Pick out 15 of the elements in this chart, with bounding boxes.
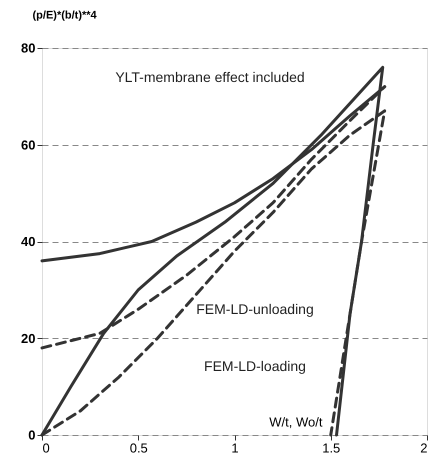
annotation: FEM-LD-unloading	[196, 301, 314, 317]
x-tick-label: 0	[42, 440, 50, 456]
x-axis-title: W/t, Wo/t	[269, 414, 323, 430]
y-tick-label: 60	[21, 137, 36, 152]
annotation: YLT-membrane effect included	[115, 69, 305, 85]
x-tick-label: 0.5	[130, 440, 148, 456]
annotation: FEM-LD-loading	[204, 358, 306, 374]
x-tick-label: 2	[420, 440, 428, 456]
y-tick-label: 40	[21, 234, 36, 249]
x-tick-label: 1	[231, 440, 239, 456]
y-axis-title: (p/E)*(b/t)**4	[32, 10, 98, 22]
y-tick-label: 80	[21, 40, 36, 56]
y-tick-label: 0	[28, 428, 36, 442]
x-tick-label: 1.5	[322, 440, 340, 456]
y-tick-label: 20	[21, 330, 36, 346]
